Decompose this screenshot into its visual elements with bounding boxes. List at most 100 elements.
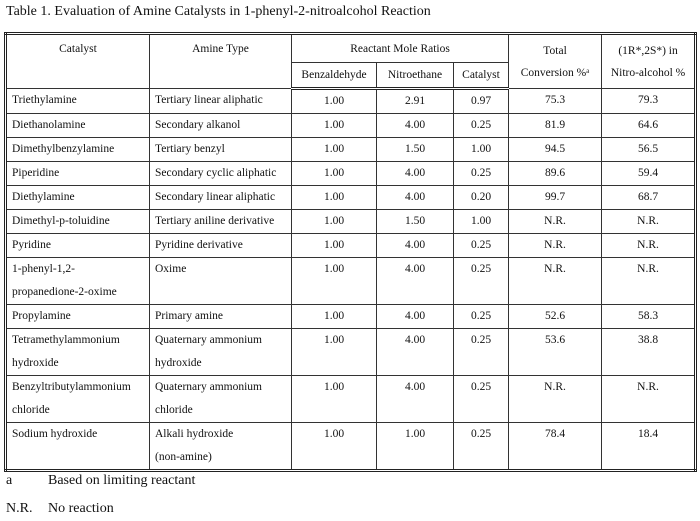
table-row: 1-phenyl-1,2- propanedione-2-oxime Oxime 1.… <box>5 257 697 305</box>
type-cell: Tertiary linear aliphatic <box>149 88 292 114</box>
na-cell: 64.6 <box>601 113 697 138</box>
type-cell: Quaternary ammonium chloride <box>149 375 292 423</box>
header-nitro-line1: (1R*,2S*) in <box>618 44 678 57</box>
conv-cell: N.R. <box>508 257 603 305</box>
benz-cell: 1.00 <box>291 422 377 471</box>
type-text: Tertiary aniline derivative <box>155 215 275 227</box>
type-text: Secondary cyclic aliphatic <box>155 167 277 179</box>
na-cell: 56.5 <box>601 137 697 162</box>
conv-cell: 81.9 <box>508 113 603 138</box>
header-amine-type: Amine Type <box>149 33 292 89</box>
nitro-cell: 4.00 <box>376 113 454 138</box>
cat-cell: 0.20 <box>452 185 510 210</box>
benz-cell: 1.00 <box>291 304 377 329</box>
header-catalyst-ratio: Catalyst <box>452 62 510 90</box>
cat-cell: 0.25 <box>452 304 510 329</box>
header-benzaldehyde: Benzaldehyde <box>291 62 377 90</box>
catalyst-text: propanedione-2-oxime <box>12 286 117 298</box>
type-text: Tertiary linear aliphatic <box>155 94 263 106</box>
type-cell: Alkali hydroxide (non-amine) <box>149 422 292 471</box>
conv-cell: 94.5 <box>508 137 603 162</box>
table-row: Pyridine Pyridine derivative 1.00 4.00 0.25 N… <box>5 233 697 258</box>
type-text: Alkali hydroxide <box>155 428 234 440</box>
table-row: Diethylamine Secondary linear aliphatic 1.… <box>5 185 697 210</box>
catalyst-text: hydroxide <box>12 357 59 369</box>
header-nitro-alcohol: (1R*,2S*) in Nitro-alcohol % <box>601 33 697 89</box>
table-row: Dimethylbenzylamine Tertiary benzyl 1.00 1.… <box>5 137 697 162</box>
benz-cell: 1.00 <box>291 257 377 305</box>
catalyst-text: Triethylamine <box>12 94 77 106</box>
catalyst-text: Sodium hydroxide <box>12 428 98 440</box>
conv-cell: 53.6 <box>508 328 603 376</box>
catalyst-cell: Diethylamine <box>5 185 150 210</box>
benz-cell: 1.00 <box>291 185 377 210</box>
type-cell: Secondary linear aliphatic <box>149 185 292 210</box>
type-text: Quaternary ammonium <box>155 334 262 346</box>
table-row: Propylamine Primary amine 1.00 4.00 0.25 52.6… <box>5 304 697 329</box>
catalyst-cell: 1-phenyl-1,2- propanedione-2-oxime <box>5 257 150 305</box>
header-catalyst: Catalyst <box>5 33 150 89</box>
header-total-conversion: Total Conversion %ᵃ <box>508 33 603 89</box>
conv-cell: 99.7 <box>508 185 603 210</box>
footnote-text: No reaction <box>48 501 114 516</box>
header-catalyst-label: Catalyst <box>59 43 97 55</box>
catalyst-cell: Pyridine <box>5 233 150 258</box>
cat-cell: 1.00 <box>452 209 510 234</box>
table-row: Dimethyl-p-toluidine Tertiary aniline der… <box>5 209 697 234</box>
conv-cell: N.R. <box>508 233 603 258</box>
catalyst-cell: Dimethyl-p-toluidine <box>5 209 150 234</box>
table-row: Diethanolamine Secondary alkanol 1.00 4.00 0… <box>5 113 697 138</box>
table-row: Tetramethylammonium hydroxide Quaternary a… <box>5 328 697 376</box>
catalyst-text: Propylamine <box>12 310 71 322</box>
na-cell: 58.3 <box>601 304 697 329</box>
type-text: Pyridine derivative <box>155 239 243 251</box>
conv-cell: 75.3 <box>508 88 603 114</box>
type-text: (non-amine) <box>155 451 212 463</box>
header-nitro-line2: Nitro-alcohol % <box>610 66 686 79</box>
benz-cell: 1.00 <box>291 88 377 114</box>
table-row: Sodium hydroxide Alkali hydroxide (non-ami… <box>5 422 697 471</box>
na-cell: N.R. <box>601 209 697 234</box>
catalyst-text: Benzyltributylammonium <box>12 381 131 393</box>
footnote-nr: N.R. No reaction <box>6 501 114 517</box>
na-cell: 68.7 <box>601 185 697 210</box>
footnote-a: a Based on limiting reactant <box>6 473 195 489</box>
catalyst-text: Piperidine <box>12 167 60 179</box>
cat-cell: 0.25 <box>452 113 510 138</box>
header-total-line2: Conversion %ᵃ <box>520 66 590 79</box>
type-text: chloride <box>155 404 193 416</box>
catalyst-text: 1-phenyl-1,2- <box>12 263 75 275</box>
cat-cell: 0.97 <box>452 88 510 114</box>
benz-cell: 1.00 <box>291 375 377 423</box>
catalyst-text: Pyridine <box>12 239 51 251</box>
footnote-key: N.R. <box>6 501 33 516</box>
type-text: Secondary alkanol <box>155 119 241 131</box>
cat-cell: 0.25 <box>452 422 510 471</box>
footnote-text: Based on limiting reactant <box>48 473 196 488</box>
conv-cell: N.R. <box>508 375 603 423</box>
type-text: Tertiary benzyl <box>155 143 225 155</box>
footnote-key: a <box>6 473 13 488</box>
na-cell: N.R. <box>601 233 697 258</box>
na-cell: N.R. <box>601 375 697 423</box>
nitro-cell: 4.00 <box>376 233 454 258</box>
nitro-cell: 4.00 <box>376 185 454 210</box>
nitro-cell: 4.00 <box>376 161 454 186</box>
nitro-cell: 1.00 <box>376 422 454 471</box>
nitro-cell: 4.00 <box>376 304 454 329</box>
type-text: Secondary linear aliphatic <box>155 191 276 203</box>
nitro-cell: 2.91 <box>376 88 454 114</box>
benz-cell: 1.00 <box>291 137 377 162</box>
type-cell: Quaternary ammonium hydroxide <box>149 328 292 376</box>
catalyst-text: Diethylamine <box>12 191 75 203</box>
catalyst-text: Tetramethylammonium <box>12 334 120 346</box>
header-nitroethane: Nitroethane <box>376 62 454 90</box>
type-cell: Tertiary benzyl <box>149 137 292 162</box>
cat-cell: 0.25 <box>452 375 510 423</box>
conv-cell: 78.4 <box>508 422 603 471</box>
nitro-cell: 1.50 <box>376 137 454 162</box>
catalyst-text: Dimethylbenzylamine <box>12 143 115 155</box>
table-row: Piperidine Secondary cyclic aliphatic 1.00… <box>5 161 697 186</box>
benz-cell: 1.00 <box>291 161 377 186</box>
catalyst-table: Catalyst Amine Type Reactant Mole Ratios… <box>4 32 698 472</box>
